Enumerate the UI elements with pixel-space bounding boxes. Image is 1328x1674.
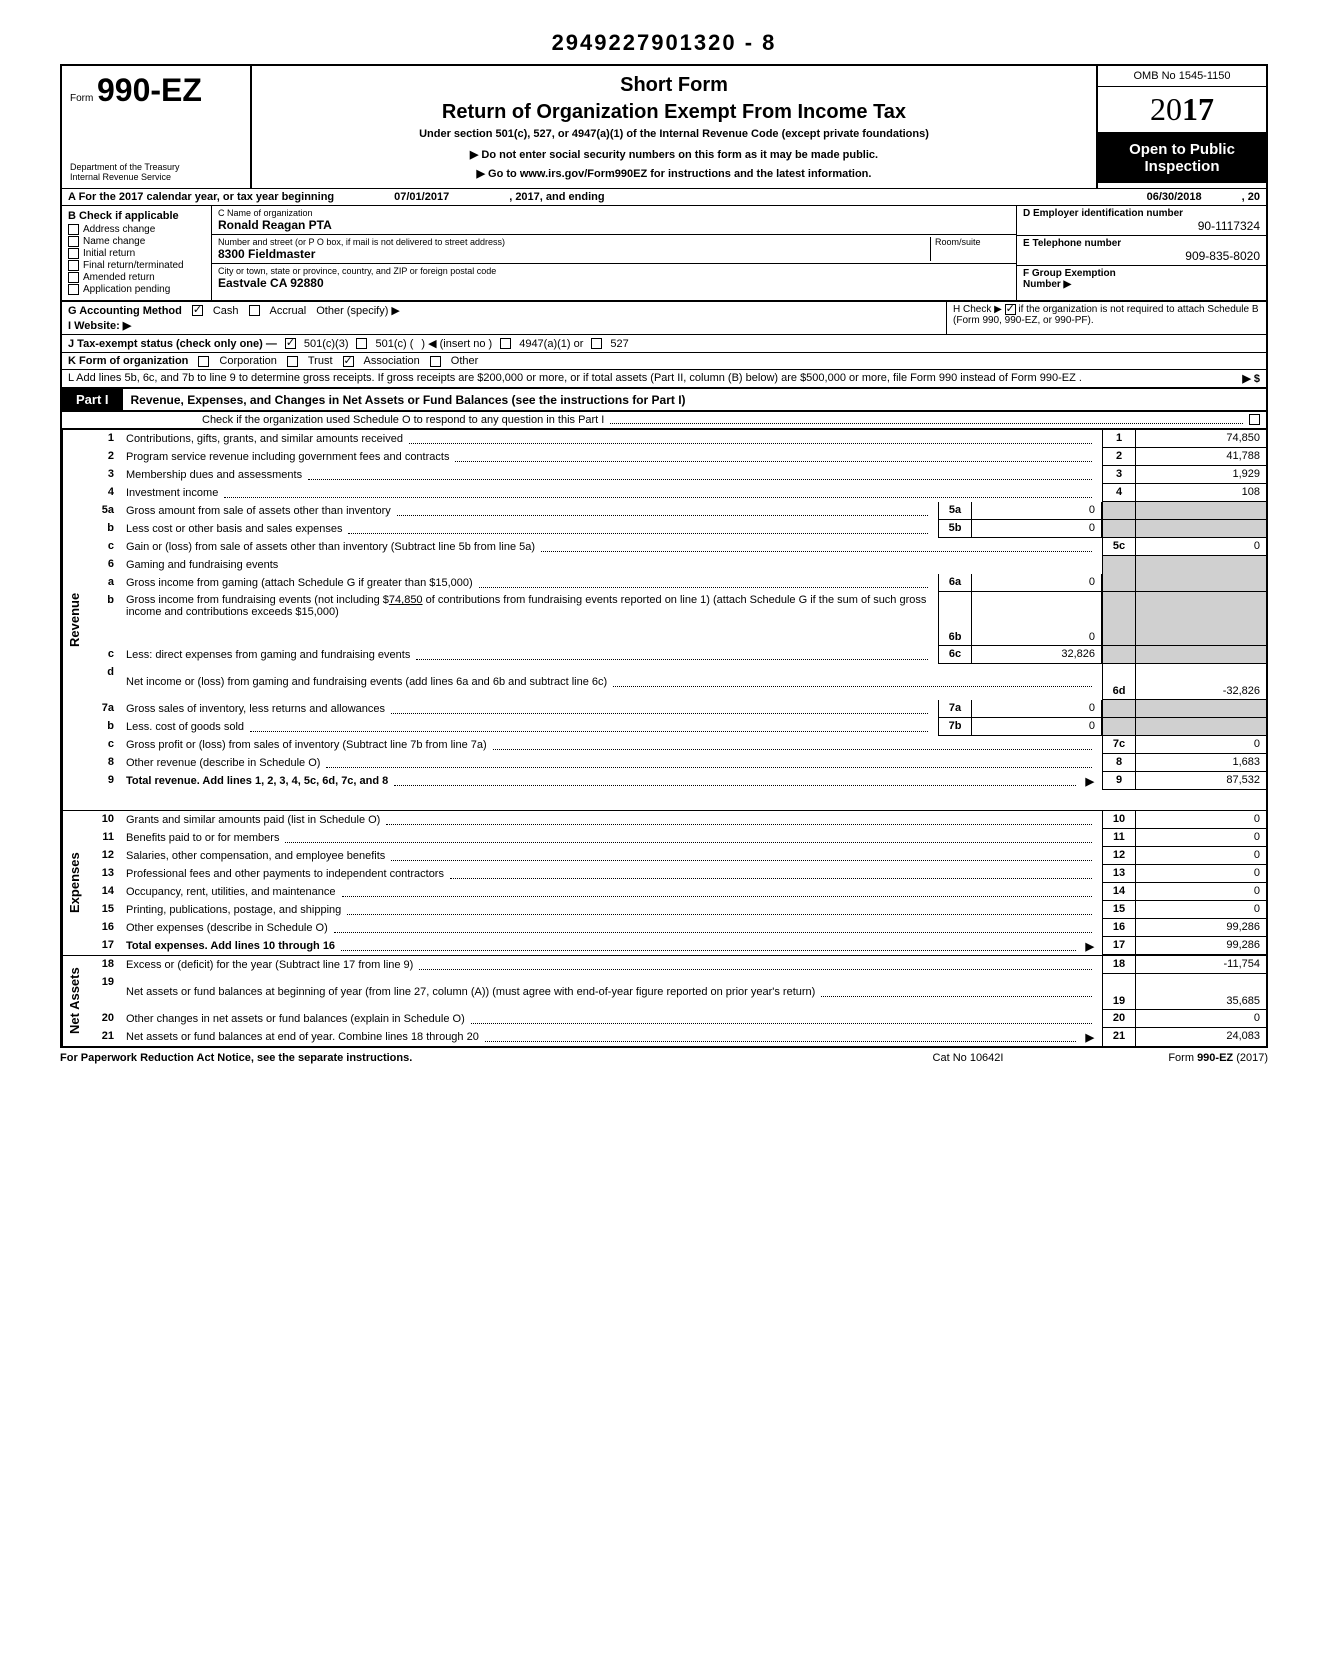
section-def: D Employer identification number90-11173… <box>1016 206 1266 300</box>
period-row: A For the 2017 calendar year, or tax yea… <box>60 188 1268 206</box>
side-expenses: Expenses <box>62 811 86 955</box>
row-j: J Tax-exempt status (check only one) — 5… <box>60 335 1268 353</box>
form-prefix: Form <box>70 93 93 104</box>
return-title: Return of Organization Exempt From Incom… <box>264 101 1084 124</box>
dept: Department of the Treasury Internal Reve… <box>70 162 242 182</box>
chk-4947[interactable] <box>500 338 511 349</box>
section-b: B Check if applicable Address change Nam… <box>62 206 212 300</box>
form-number: 990-EZ <box>97 72 202 108</box>
dln: 2949227901320 - 8 <box>60 30 1268 56</box>
no-ssn: ▶ Do not enter social security numbers o… <box>264 148 1084 161</box>
chk-527[interactable] <box>591 338 602 349</box>
chk-final[interactable] <box>68 260 79 271</box>
form-header: Form 990-EZ Department of the Treasury I… <box>60 64 1268 188</box>
chk-trust[interactable] <box>287 356 298 367</box>
chk-accrual[interactable] <box>249 305 260 316</box>
omb: OMB No 1545-1150 <box>1098 66 1266 87</box>
chk-501c3[interactable] <box>285 338 296 349</box>
row-k: K Form of organization Corporation Trust… <box>60 353 1268 370</box>
chk-501c[interactable] <box>356 338 367 349</box>
chk-name[interactable] <box>68 236 79 247</box>
row-ghi: G Accounting Method Cash Accrual Other (… <box>60 302 1268 335</box>
side-netassets: Net Assets <box>62 956 86 1046</box>
chk-schedule-o[interactable] <box>1249 414 1260 425</box>
chk-address[interactable] <box>68 224 79 235</box>
under-section: Under section 501(c), 527, or 4947(a)(1)… <box>264 128 1084 140</box>
open-public: Open to Public Inspection <box>1098 133 1266 183</box>
section-c: C Name of organizationRonald Reagan PTA … <box>212 206 1016 300</box>
chk-amended[interactable] <box>68 272 79 283</box>
part1-lines: Revenue 1Contributions, gifts, grants, a… <box>60 430 1268 1048</box>
check-schedule-o: Check if the organization used Schedule … <box>60 412 1268 430</box>
info-grid: B Check if applicable Address change Nam… <box>60 206 1268 302</box>
tax-year: 20201717 <box>1098 87 1266 133</box>
chk-assoc[interactable] <box>343 356 354 367</box>
row-l: L Add lines 5b, 6c, and 7b to line 9 to … <box>60 370 1268 389</box>
chk-cash[interactable] <box>192 305 203 316</box>
chk-initial[interactable] <box>68 248 79 259</box>
short-form: Short Form <box>264 74 1084 97</box>
chk-corp[interactable] <box>198 356 209 367</box>
goto: ▶ Go to www.irs.gov/Form990EZ for instru… <box>264 167 1084 180</box>
side-revenue: Revenue <box>62 430 86 810</box>
chk-other-org[interactable] <box>430 356 441 367</box>
chk-pending[interactable] <box>68 284 79 295</box>
footer: For Paperwork Reduction Act Notice, see … <box>60 1048 1268 1068</box>
chk-schedule-b[interactable] <box>1005 304 1016 315</box>
part1-header: Part I Revenue, Expenses, and Changes in… <box>60 389 1268 412</box>
